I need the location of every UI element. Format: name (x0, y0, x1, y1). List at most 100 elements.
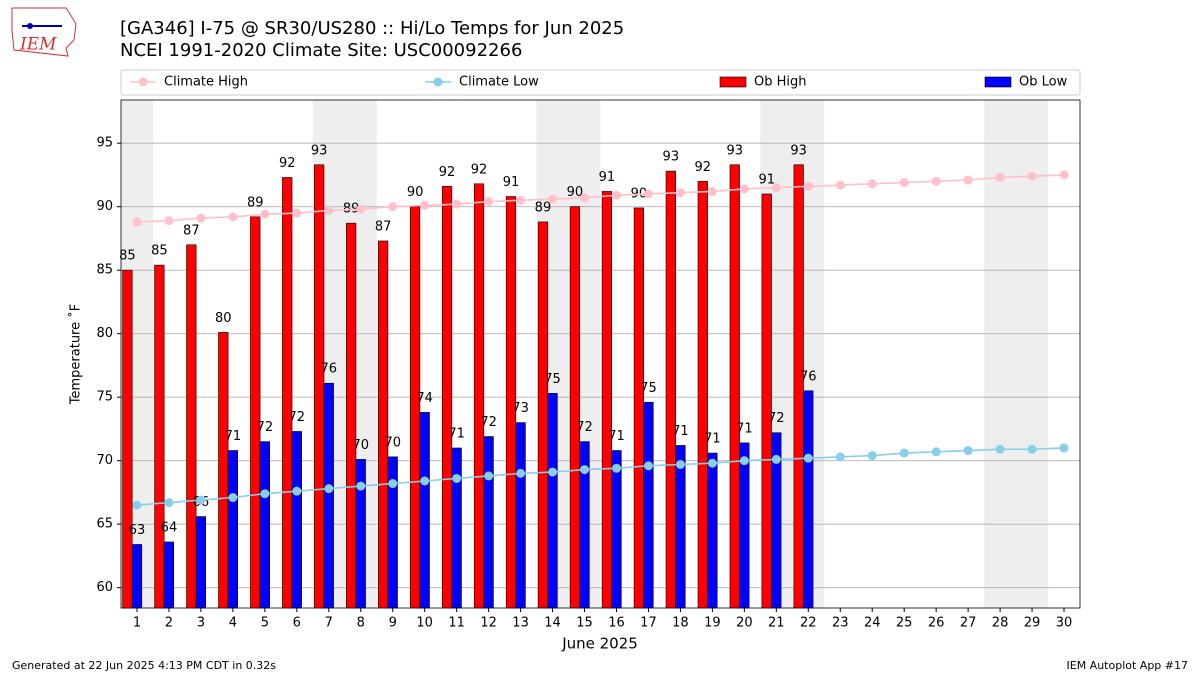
value-label: 85 (119, 249, 136, 264)
x-tick-label: 26 (928, 616, 945, 631)
value-label: 75 (640, 381, 657, 396)
value-label: 72 (576, 420, 593, 435)
x-tick-label: 1 (133, 616, 141, 631)
value-label: 76 (321, 362, 338, 377)
line-marker (867, 451, 877, 461)
line-marker (643, 461, 653, 471)
x-axis-label: June 2025 (561, 635, 638, 653)
line-marker (420, 200, 430, 210)
line-marker (484, 471, 494, 481)
x-tick-label: 28 (992, 616, 1009, 631)
line-marker (995, 172, 1005, 182)
value-label: 80 (215, 311, 232, 326)
line-marker (803, 453, 813, 463)
line-marker (228, 212, 238, 222)
value-label: 72 (289, 410, 306, 425)
line-marker (931, 447, 941, 457)
x-tick-label: 14 (544, 616, 561, 631)
value-label: 87 (183, 223, 200, 238)
y-tick-label: 65 (96, 517, 113, 532)
bar (675, 445, 686, 609)
line-marker (1059, 443, 1069, 453)
line-marker (899, 178, 909, 188)
line-marker (1027, 444, 1037, 454)
line-marker (835, 452, 845, 462)
value-label: 64 (161, 520, 178, 535)
bar (291, 431, 302, 609)
bar (195, 516, 207, 609)
value-label: 93 (726, 143, 743, 158)
line-marker (132, 217, 142, 227)
x-tick-label: 16 (608, 616, 625, 631)
weekend-shade (984, 100, 1049, 608)
line-marker (580, 465, 590, 475)
x-tick-label: 3 (197, 616, 205, 631)
value-label: 71 (672, 424, 689, 439)
bar (761, 193, 772, 609)
line-marker (548, 194, 558, 204)
x-tick-label: 11 (448, 616, 465, 631)
bar (346, 222, 357, 609)
line-marker (324, 205, 334, 215)
bar (665, 170, 676, 609)
legend-label: Ob Low (1019, 75, 1068, 90)
x-tick-label: 27 (960, 616, 977, 631)
line-marker (707, 458, 717, 468)
x-tick-label: 29 (1024, 616, 1041, 631)
line-marker (292, 208, 302, 218)
line-marker (484, 197, 494, 207)
line-marker (803, 181, 813, 191)
line-marker (196, 213, 206, 223)
line-marker (771, 183, 781, 193)
value-label: 93 (663, 150, 680, 165)
value-label: 87 (375, 219, 392, 234)
value-label: 71 (736, 421, 753, 436)
x-tick-label: 5 (261, 616, 269, 631)
legend-label: Climate High (164, 75, 248, 90)
line-marker (771, 454, 781, 464)
y-tick-label: 90 (96, 199, 113, 214)
line-marker (707, 186, 717, 196)
bar (323, 382, 334, 609)
bar (601, 191, 612, 609)
x-tick-label: 19 (704, 616, 721, 631)
x-tick-label: 13 (512, 616, 529, 631)
line-marker (580, 193, 590, 203)
bar (154, 264, 165, 609)
bar (707, 452, 718, 609)
chart-title: [GA346] I-75 @ SR30/US280 :: Hi/Lo Temps… (120, 18, 624, 39)
bar (186, 244, 197, 609)
x-tick-label: 4 (229, 616, 237, 631)
line-marker (260, 489, 270, 499)
line-marker (675, 188, 685, 198)
y-tick-label: 75 (96, 390, 113, 405)
line (136, 447, 1065, 506)
line-marker (452, 199, 462, 209)
line-marker (739, 184, 749, 194)
line-marker (196, 495, 206, 505)
x-tick-label: 10 (416, 616, 433, 631)
y-tick-label: 85 (96, 263, 113, 278)
legend-label: Climate Low (459, 75, 539, 90)
x-tick-label: 21 (768, 616, 785, 631)
logo-dot (27, 23, 33, 29)
line-marker (356, 481, 366, 491)
bar (451, 447, 462, 609)
value-label: 70 (352, 438, 369, 453)
line-marker (324, 484, 334, 494)
bar (419, 412, 430, 609)
value-label: 92 (471, 162, 488, 177)
line-marker (867, 179, 877, 189)
legend-label: Ob High (754, 75, 807, 90)
line-marker (995, 444, 1005, 454)
bar (793, 164, 804, 609)
x-tick-label: 25 (896, 616, 913, 631)
bar (483, 436, 494, 609)
line-marker (739, 456, 749, 466)
value-label: 71 (225, 429, 242, 444)
line (136, 174, 1065, 223)
line-marker (164, 216, 174, 226)
line-marker (611, 463, 621, 473)
value-label: 90 (407, 185, 424, 200)
